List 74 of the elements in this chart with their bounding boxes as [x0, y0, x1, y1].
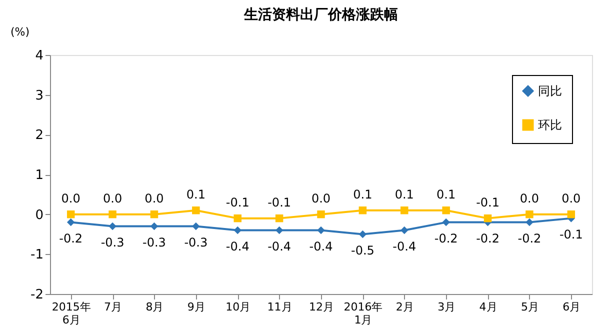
x-tick-label: 10月	[226, 300, 251, 314]
y-tick-label: 2	[35, 128, 44, 144]
point	[400, 206, 408, 214]
data-label: 0.0	[61, 191, 80, 206]
point	[358, 230, 367, 238]
data-label: -0.2	[476, 231, 500, 246]
data-label: 0.0	[311, 191, 331, 206]
x-tick-label: 2月	[396, 300, 414, 314]
point	[358, 206, 367, 214]
point	[275, 214, 284, 222]
y-tick-label: 1	[35, 168, 44, 183]
y-tick-label: 3	[35, 88, 44, 104]
x-tick-label: 2016年 1月	[344, 300, 383, 326]
data-label: -0.2	[434, 231, 458, 246]
y-axis-title: (%)	[10, 26, 30, 38]
point	[442, 206, 450, 214]
x-tick-label: 12月	[309, 300, 334, 314]
data-label: 0.1	[353, 187, 372, 202]
y-tick-label: -2	[30, 288, 44, 302]
point	[108, 210, 116, 218]
data-label: -0.2	[518, 231, 542, 246]
data-label: 0.0	[562, 191, 581, 206]
data-label: -0.4	[392, 239, 416, 254]
x-tick-label: 5月	[520, 300, 539, 314]
data-label: 0.1	[186, 187, 206, 202]
data-label: 0.0	[144, 191, 164, 206]
data-label: 0.0	[102, 191, 122, 206]
point	[108, 222, 116, 230]
y-tick-label: 0	[35, 208, 44, 223]
point	[317, 226, 325, 234]
x-tick-label: 4月	[479, 300, 498, 314]
x-tick-label: 9月	[187, 300, 206, 314]
x-tick-label: 7月	[104, 300, 122, 314]
x-tick-label: 8月	[146, 300, 164, 314]
legend-label: 同比	[538, 84, 562, 98]
data-label: -0.4	[226, 239, 250, 254]
data-label: -0.1	[226, 195, 250, 210]
point	[526, 218, 534, 226]
point	[442, 218, 450, 226]
data-label: -0.4	[268, 239, 292, 254]
data-label: -0.1	[476, 195, 500, 210]
legend-label: 环比	[538, 118, 562, 132]
point	[66, 210, 75, 218]
point	[484, 214, 492, 222]
data-label: -0.4	[309, 239, 333, 254]
x-tick-label: 6月	[562, 300, 581, 314]
point	[150, 210, 158, 218]
data-label: 0.1	[436, 187, 456, 202]
data-label: -0.3	[100, 235, 124, 250]
point	[567, 210, 576, 218]
data-label: 0.1	[394, 187, 414, 202]
point	[150, 222, 158, 230]
data-label: 0.0	[520, 191, 540, 206]
x-tick-label: 3月	[438, 300, 456, 314]
y-tick-label: 4	[35, 48, 44, 64]
data-label: -0.1	[268, 195, 292, 210]
data-label: -0.3	[142, 235, 166, 250]
point	[275, 226, 284, 234]
point	[400, 226, 408, 234]
data-label: -0.1	[559, 227, 583, 242]
point	[526, 210, 534, 218]
point	[234, 214, 242, 222]
x-tick-label: 11月	[267, 300, 292, 314]
point	[192, 222, 200, 230]
x-tick-label: 2015年 6月	[52, 300, 91, 326]
data-label: -0.2	[59, 231, 83, 246]
data-label: -0.3	[184, 235, 208, 250]
data-label: -0.5	[350, 243, 374, 258]
point	[66, 218, 75, 226]
y-tick-label: -1	[30, 248, 44, 263]
point	[234, 226, 242, 234]
point	[317, 210, 325, 218]
chart-title: 生活资料出厂价格涨跌幅	[243, 7, 398, 23]
point	[192, 206, 200, 214]
